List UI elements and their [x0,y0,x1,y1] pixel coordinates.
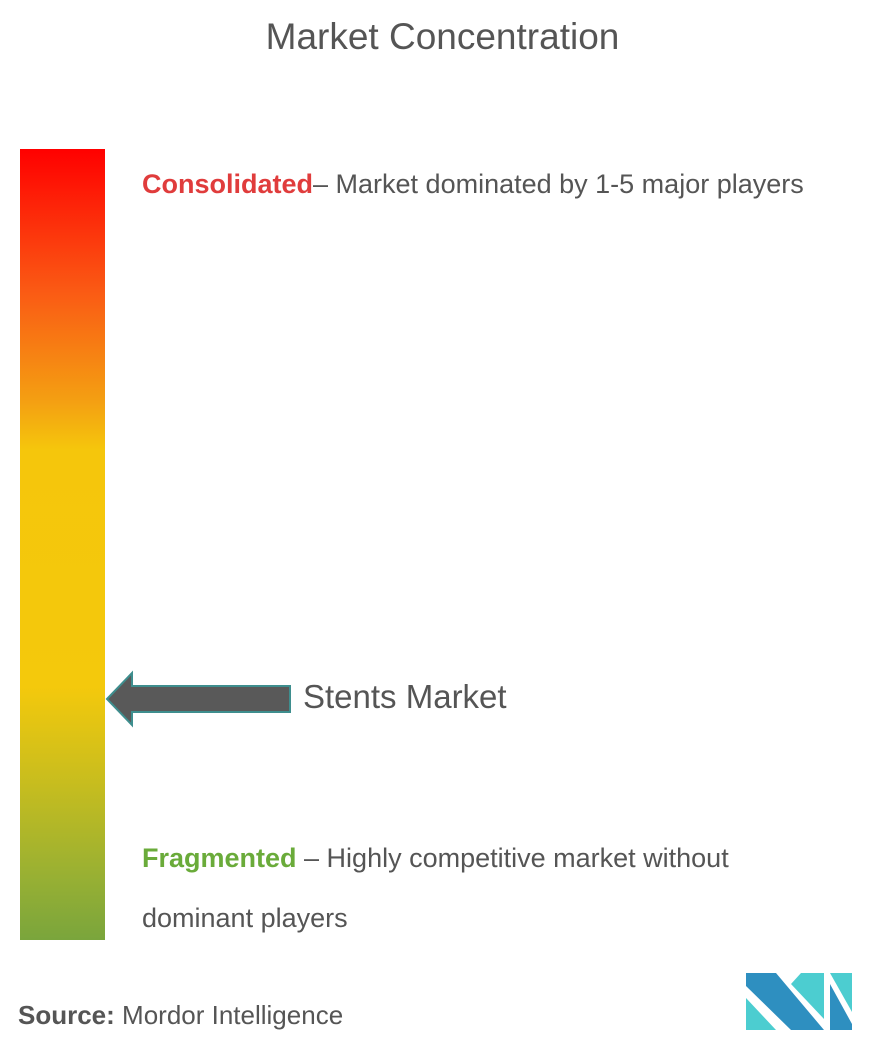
mordor-intelligence-logo [746,973,852,1030]
consolidated-label: Consolidated [142,169,314,199]
source-note: Source: Mordor Intelligence [18,1000,343,1031]
fragmented-description: Fragmented – Highly competitive market w… [142,828,842,948]
source-label: Source: [18,1000,115,1030]
market-label: Stents Market [303,678,507,715]
fragmented-label: Fragmented [142,843,297,873]
consolidated-description: Consolidated– Market dominated by 1-5 ma… [142,154,842,214]
consolidated-text: – Market dominated by 1-5 major players [313,169,804,199]
source-value: Mordor Intelligence [114,1000,344,1030]
fragmented-text: – Highly competitive market without domi… [142,843,729,933]
concentration-gradient-bar [20,149,105,940]
left-arrow-icon [105,670,291,728]
chart-title: Market Concentration [265,16,620,57]
